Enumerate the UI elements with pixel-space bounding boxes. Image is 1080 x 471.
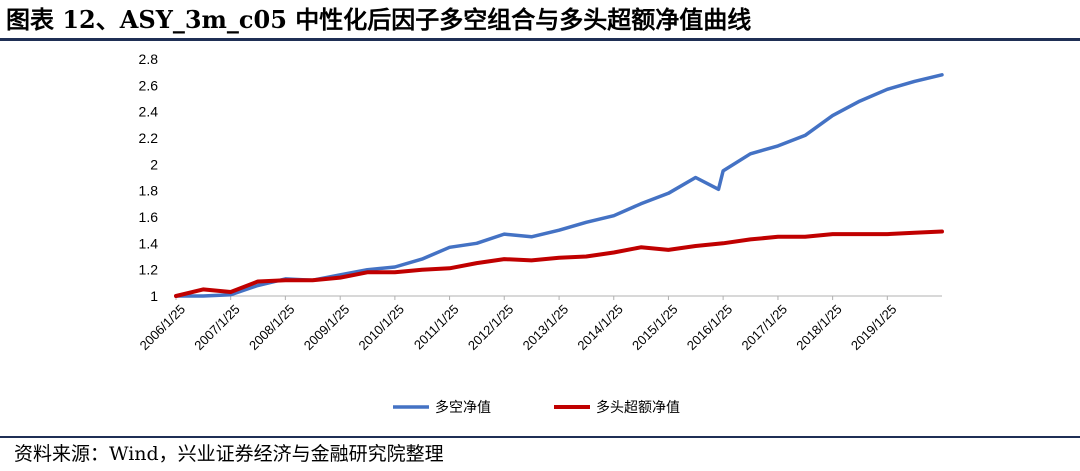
y-tick-label: 1.2 (139, 262, 159, 278)
figure-title: 图表 12、ASY_3m_c05 中性化后因子多空组合与多头超额净值曲线 (6, 5, 752, 34)
y-tick-label: 1.8 (139, 183, 159, 199)
x-axis (175, 295, 942, 300)
source-note: 资料来源：Wind，兴业证券经济与金融研究院整理 (14, 443, 444, 465)
y-tick-label: 1.4 (139, 235, 159, 251)
legend-label: 多头超额净值 (596, 399, 680, 416)
x-tick-label: 2019/1/25 (848, 302, 900, 354)
top-rule (0, 38, 1080, 41)
x-tick-labels: 2006/1/25 2007/1/25 2008/1/25 2009/1/25 2010… (137, 302, 900, 354)
series-line-long-short (174, 73, 944, 298)
bottom-rule (0, 436, 1080, 438)
x-tick-label: 2017/1/25 (739, 302, 791, 354)
x-tick-label: 2013/1/25 (520, 302, 572, 354)
series-lines (174, 73, 944, 298)
y-tick-labels: 1 1.2 1.4 1.6 1.8 2 2.2 2.4 2.6 2.8 (139, 51, 159, 304)
x-tick-label: 2010/1/25 (355, 302, 407, 354)
x-tick-label: 2012/1/25 (465, 302, 517, 354)
x-tick-label: 2009/1/25 (301, 302, 353, 354)
y-tick-label: 2 (150, 156, 158, 172)
legend: 多空净值 多头超额净值 (393, 399, 680, 416)
x-tick-label: 2008/1/25 (246, 302, 298, 354)
x-tick-label: 2018/1/25 (793, 302, 845, 354)
x-tick-label: 2015/1/25 (629, 302, 681, 354)
x-tick-label: 2016/1/25 (684, 302, 736, 354)
y-tick-label: 2.4 (139, 104, 159, 120)
y-tick-label: 1 (150, 288, 158, 304)
x-tick-label: 2007/1/25 (191, 302, 243, 354)
series-line-long-excess (174, 229, 944, 298)
y-tick-label: 2.2 (139, 130, 159, 146)
y-tick-label: 2.8 (139, 51, 159, 67)
y-tick-label: 1.6 (139, 209, 159, 225)
x-tick-label: 2006/1/25 (137, 302, 189, 354)
y-tick-label: 2.6 (139, 77, 159, 93)
x-tick-label: 2011/1/25 (411, 302, 462, 353)
legend-label: 多空净值 (435, 399, 491, 416)
line-chart: 1 1.2 1.4 1.6 1.8 2 2.2 2.4 2.6 2.8 2006/1/25 2007… (137, 51, 944, 416)
x-tick-label: 2014/1/25 (574, 302, 626, 354)
